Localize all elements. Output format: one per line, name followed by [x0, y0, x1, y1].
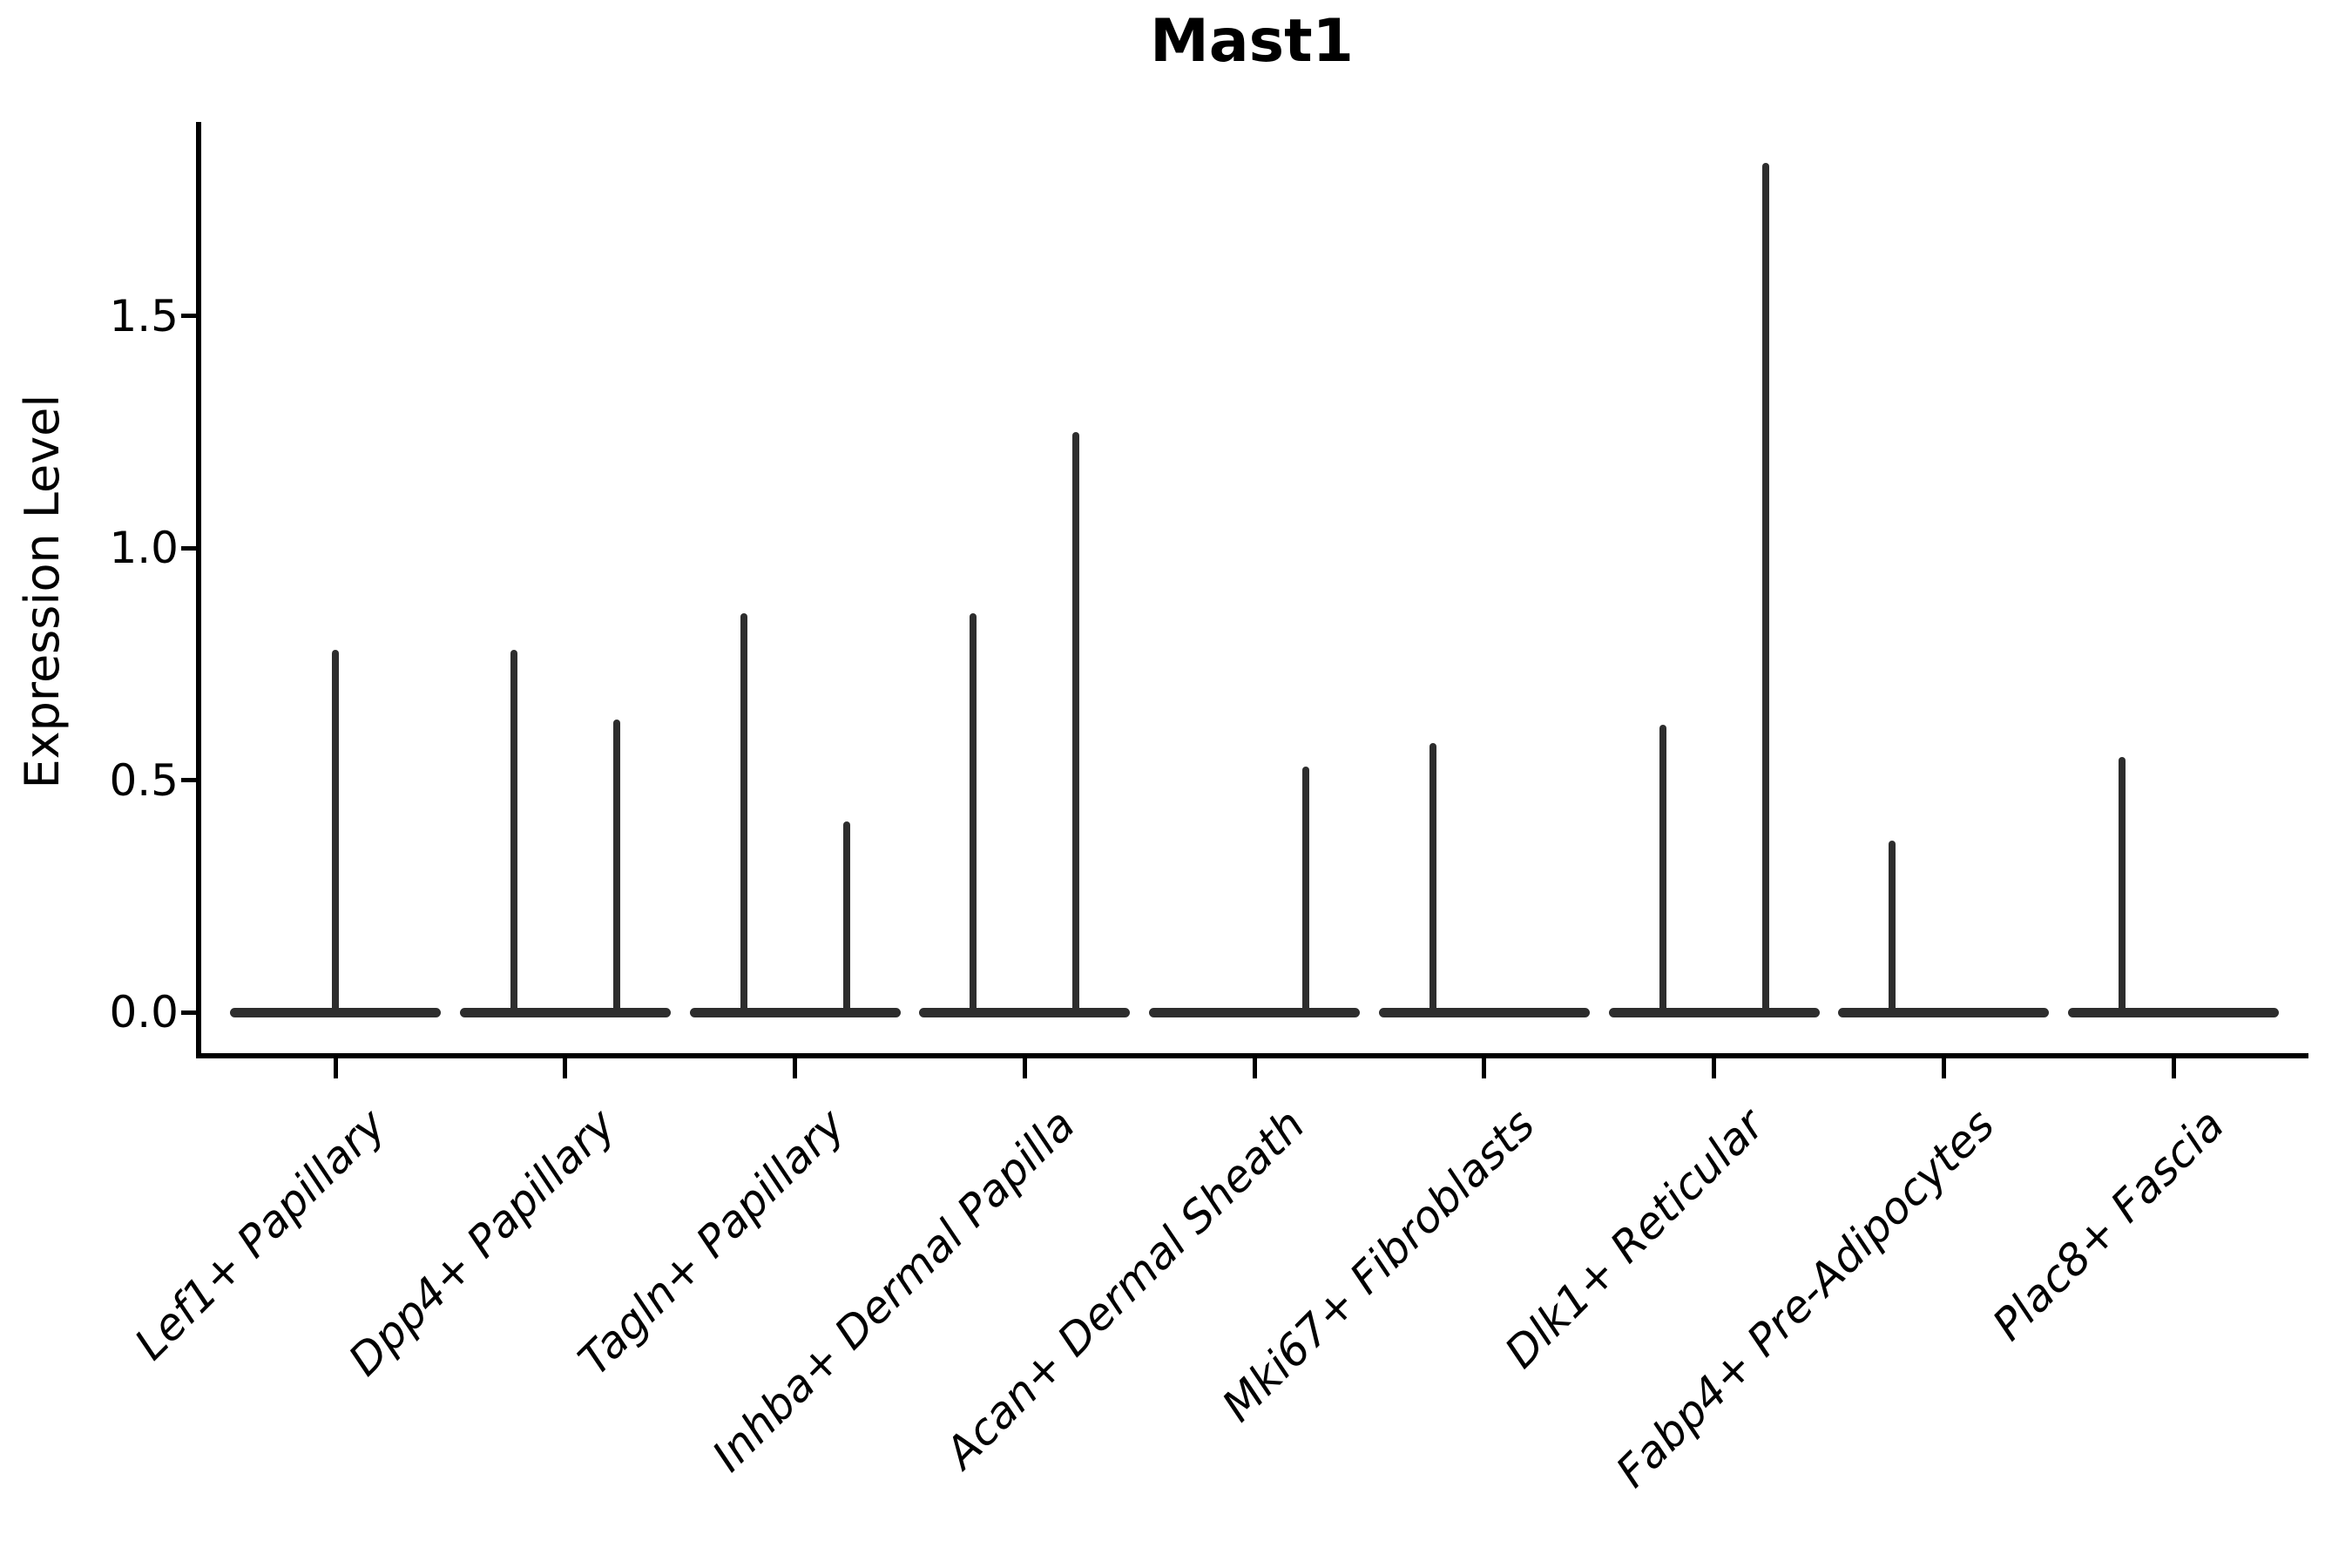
violin-base — [919, 1007, 1131, 1017]
y-axis-label: Expression Level — [15, 394, 70, 789]
y-tick-label: 1.5 — [109, 290, 179, 341]
y-axis — [196, 122, 201, 1058]
violin-base — [2068, 1007, 2279, 1017]
x-tick-mark — [1482, 1056, 1487, 1078]
violin-base — [459, 1007, 671, 1017]
violin-spike — [740, 612, 747, 1016]
x-tick-label: Plac8+ Fascia — [1983, 1099, 2234, 1350]
violin-spike — [970, 612, 977, 1016]
violin-base — [1838, 1007, 2050, 1017]
violin-spike — [612, 720, 620, 1016]
y-tick-label: 1.0 — [109, 523, 179, 573]
y-tick-mark — [181, 1010, 196, 1015]
y-tick-label: 0.5 — [109, 754, 179, 806]
y-tick-mark — [181, 545, 196, 551]
violin-spike — [1429, 742, 1436, 1016]
x-tick-label: Fabp4+ Pre-Adipocytes — [1605, 1099, 2004, 1497]
violin-spike — [1302, 766, 1309, 1016]
violin-base — [1608, 1007, 1820, 1017]
x-tick-mark — [563, 1056, 568, 1078]
x-tick-mark — [2171, 1056, 2176, 1078]
violin-spike — [332, 650, 339, 1016]
y-tick-mark — [181, 314, 196, 318]
y-tick-mark — [181, 778, 196, 782]
violin-base — [1378, 1007, 1590, 1017]
violin-spike — [2119, 756, 2126, 1016]
x-tick-mark — [1252, 1056, 1257, 1078]
violin-spike — [1659, 724, 1666, 1016]
chart-title: Mast1 — [1150, 7, 1354, 76]
x-tick-mark — [333, 1056, 338, 1078]
violin-spike — [1761, 162, 1769, 1016]
violin-spike — [510, 650, 517, 1016]
x-tick-label: Lef1+ Papillary — [125, 1099, 396, 1370]
x-tick-mark — [1941, 1056, 1946, 1078]
y-tick-label: 0.0 — [109, 987, 179, 1037]
violin-base — [689, 1007, 901, 1017]
x-tick-mark — [1712, 1056, 1716, 1078]
violin-base — [1149, 1007, 1360, 1017]
violin-spike — [842, 821, 850, 1016]
x-tick-mark — [1022, 1056, 1027, 1078]
violin-spike — [1889, 840, 1896, 1016]
violin-spike — [1072, 431, 1080, 1016]
x-tick-mark — [793, 1056, 797, 1078]
